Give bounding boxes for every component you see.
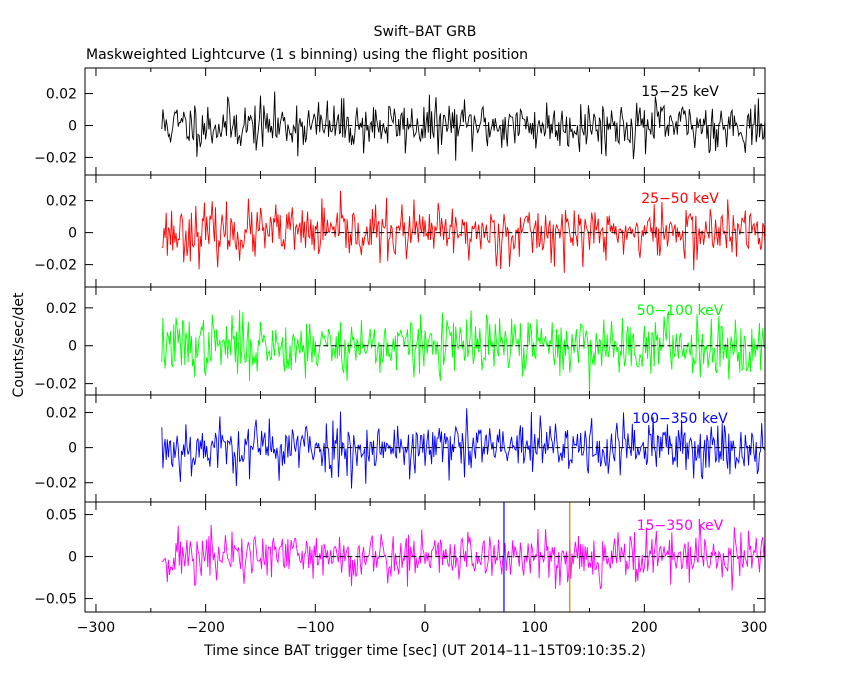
y-tick-label-15-350: −0.05 [34, 592, 77, 608]
series-100-350 [161, 408, 766, 489]
series-15-350 [161, 524, 766, 591]
panels-group: 0.02 0 −0.02 15−25 keV 0.02 0 −0.02 25−50 keV 0.… [34, 67, 768, 636]
y-tick-label-15-350: 0 [68, 550, 77, 566]
y-tick-label-100-350: −0.02 [34, 476, 77, 492]
x-tick-label: −100 [296, 620, 334, 636]
y-tick-label-15-25: −0.02 [34, 150, 77, 166]
x-tick-label: 0 [421, 620, 430, 636]
chart-subtitle: Maskweighted Lightcurve (1 s binning) us… [86, 47, 528, 63]
panel-label-25-50: 25−50 keV [641, 191, 719, 207]
y-tick-label-50-100: 0.02 [46, 301, 77, 317]
y-tick-label-25-50: −0.02 [34, 258, 77, 274]
x-tick-label: 100 [521, 620, 548, 636]
y-tick-label-100-350: 0 [68, 441, 77, 457]
panel-label-100-350: 100−350 keV [632, 411, 728, 427]
y-tick-label-50-100: −0.02 [34, 377, 77, 393]
y-tick-label-15-25: 0.02 [46, 87, 77, 103]
panel-label-15-25: 15−25 keV [641, 84, 719, 100]
y-axis-label: Counts/sec/det [11, 292, 27, 397]
y-tick-label-50-100: 0 [68, 339, 77, 355]
x-tick-label: −300 [77, 620, 115, 636]
series-25-50 [161, 190, 766, 273]
chart-title: Swift–BAT GRB [374, 24, 477, 40]
x-tick-label: 200 [631, 620, 658, 636]
y-tick-label-25-50: 0 [68, 226, 77, 242]
y-tick-label-15-350: 0.05 [46, 508, 77, 524]
panel-label-50-100: 50−100 keV [637, 303, 724, 319]
y-tick-label-15-25: 0 [68, 118, 77, 134]
series-50-100 [161, 309, 766, 392]
y-tick-label-100-350: 0.02 [46, 406, 77, 422]
series-15-25 [161, 91, 766, 161]
x-tick-label: 300 [741, 620, 768, 636]
y-tick-label-25-50: 0.02 [46, 194, 77, 210]
x-axis-label: Time since BAT trigger time [sec] (UT 20… [203, 643, 646, 659]
panel-label-15-350: 15−350 keV [637, 518, 724, 534]
x-tick-label: −200 [186, 620, 224, 636]
